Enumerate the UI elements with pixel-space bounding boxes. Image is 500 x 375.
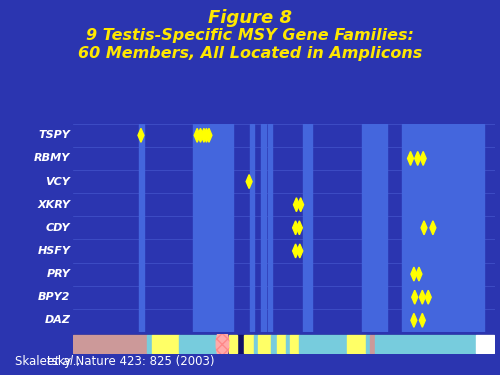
Polygon shape — [411, 267, 417, 281]
Bar — [271, 335, 278, 353]
Bar — [179, 335, 219, 353]
Text: XKRY: XKRY — [38, 200, 70, 210]
Text: Figure 8: Figure 8 — [208, 9, 292, 27]
Bar — [303, 124, 307, 332]
Bar — [250, 124, 254, 332]
Bar — [140, 124, 144, 332]
Text: et al.,: et al., — [47, 354, 80, 368]
Polygon shape — [426, 290, 431, 304]
Text: Nature 423: 825 (2003): Nature 423: 825 (2003) — [68, 354, 214, 368]
Bar — [268, 124, 272, 332]
Polygon shape — [204, 128, 210, 142]
Polygon shape — [421, 221, 427, 235]
Bar — [374, 335, 476, 353]
Polygon shape — [411, 314, 417, 327]
Text: 60 Members, All Located in Amplicons: 60 Members, All Located in Amplicons — [78, 46, 422, 61]
Bar — [298, 335, 347, 353]
Bar — [347, 335, 366, 353]
Polygon shape — [138, 128, 144, 142]
Ellipse shape — [216, 328, 230, 361]
Text: VCY: VCY — [46, 177, 70, 186]
Text: PRY: PRY — [46, 269, 70, 279]
Polygon shape — [194, 128, 200, 142]
Bar — [402, 124, 484, 332]
Polygon shape — [292, 221, 298, 235]
Text: Skaletsky: Skaletsky — [15, 354, 75, 368]
Bar — [152, 335, 179, 353]
Text: BPY2: BPY2 — [38, 292, 70, 302]
Text: HSFY: HSFY — [38, 246, 70, 256]
Polygon shape — [201, 128, 207, 142]
Text: DAZ: DAZ — [44, 315, 70, 325]
Bar — [258, 335, 271, 353]
Text: RBMY: RBMY — [34, 153, 70, 164]
Bar — [229, 335, 237, 353]
Polygon shape — [246, 175, 252, 189]
Polygon shape — [296, 221, 302, 235]
Text: CDY: CDY — [46, 223, 70, 233]
Polygon shape — [412, 290, 418, 304]
Bar — [308, 124, 312, 332]
Polygon shape — [292, 244, 298, 258]
Bar — [219, 335, 224, 353]
Bar — [254, 335, 258, 353]
Polygon shape — [420, 152, 426, 165]
Bar — [148, 335, 152, 353]
Polygon shape — [420, 290, 426, 304]
Text: TSPY: TSPY — [38, 130, 70, 140]
Polygon shape — [298, 198, 304, 211]
Polygon shape — [294, 198, 300, 211]
Polygon shape — [297, 244, 303, 258]
Text: 9 Testis-Specific MSY Gene Families:: 9 Testis-Specific MSY Gene Families: — [86, 28, 414, 43]
Bar — [74, 335, 148, 353]
Bar — [286, 335, 290, 353]
Polygon shape — [198, 128, 203, 142]
Polygon shape — [414, 152, 420, 165]
Bar — [262, 124, 266, 332]
Bar — [476, 335, 494, 353]
Polygon shape — [206, 128, 212, 142]
Bar — [370, 335, 374, 353]
Bar — [278, 335, 286, 353]
Bar — [362, 124, 388, 332]
Bar — [244, 335, 254, 353]
Polygon shape — [420, 314, 426, 327]
Bar — [366, 335, 370, 353]
Polygon shape — [416, 267, 422, 281]
Polygon shape — [408, 152, 414, 165]
Bar — [193, 124, 233, 332]
Bar — [290, 335, 298, 353]
Polygon shape — [430, 221, 436, 235]
